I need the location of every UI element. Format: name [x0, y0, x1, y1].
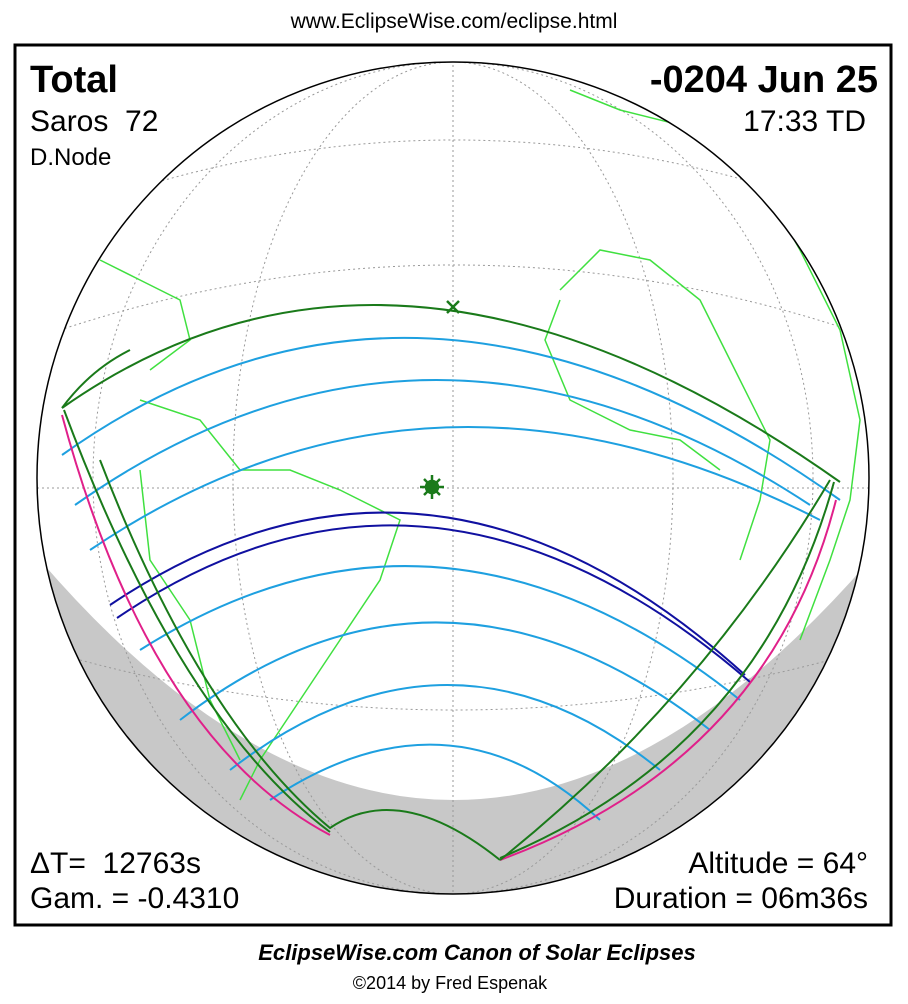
eclipse-type: Total [30, 59, 118, 101]
footer-title: EclipseWise.com Canon of Solar Eclipses [258, 940, 696, 965]
globe-outline [36, 61, 870, 895]
copyright: ©2014 by Fred Espenak [353, 973, 548, 993]
land [99, 89, 861, 801]
subsolar-point [446, 300, 460, 314]
greatest-eclipse [420, 475, 444, 499]
altitude: Altitude = 64° [688, 847, 868, 880]
duration: Duration = 06m36s [614, 882, 868, 915]
eclipse-date: -0204 Jun 25 [650, 59, 878, 101]
gamma: Gam. = -0.4310 [30, 882, 239, 915]
url: www.EclipseWise.com/eclipse.html [290, 10, 618, 33]
node: D.Node [30, 144, 111, 171]
delta-t: ΔT= 12763s [30, 847, 201, 880]
saros: Saros 72 [30, 105, 158, 138]
eclipse-time: 17:33 TD [743, 105, 866, 138]
graticule [37, 62, 869, 894]
